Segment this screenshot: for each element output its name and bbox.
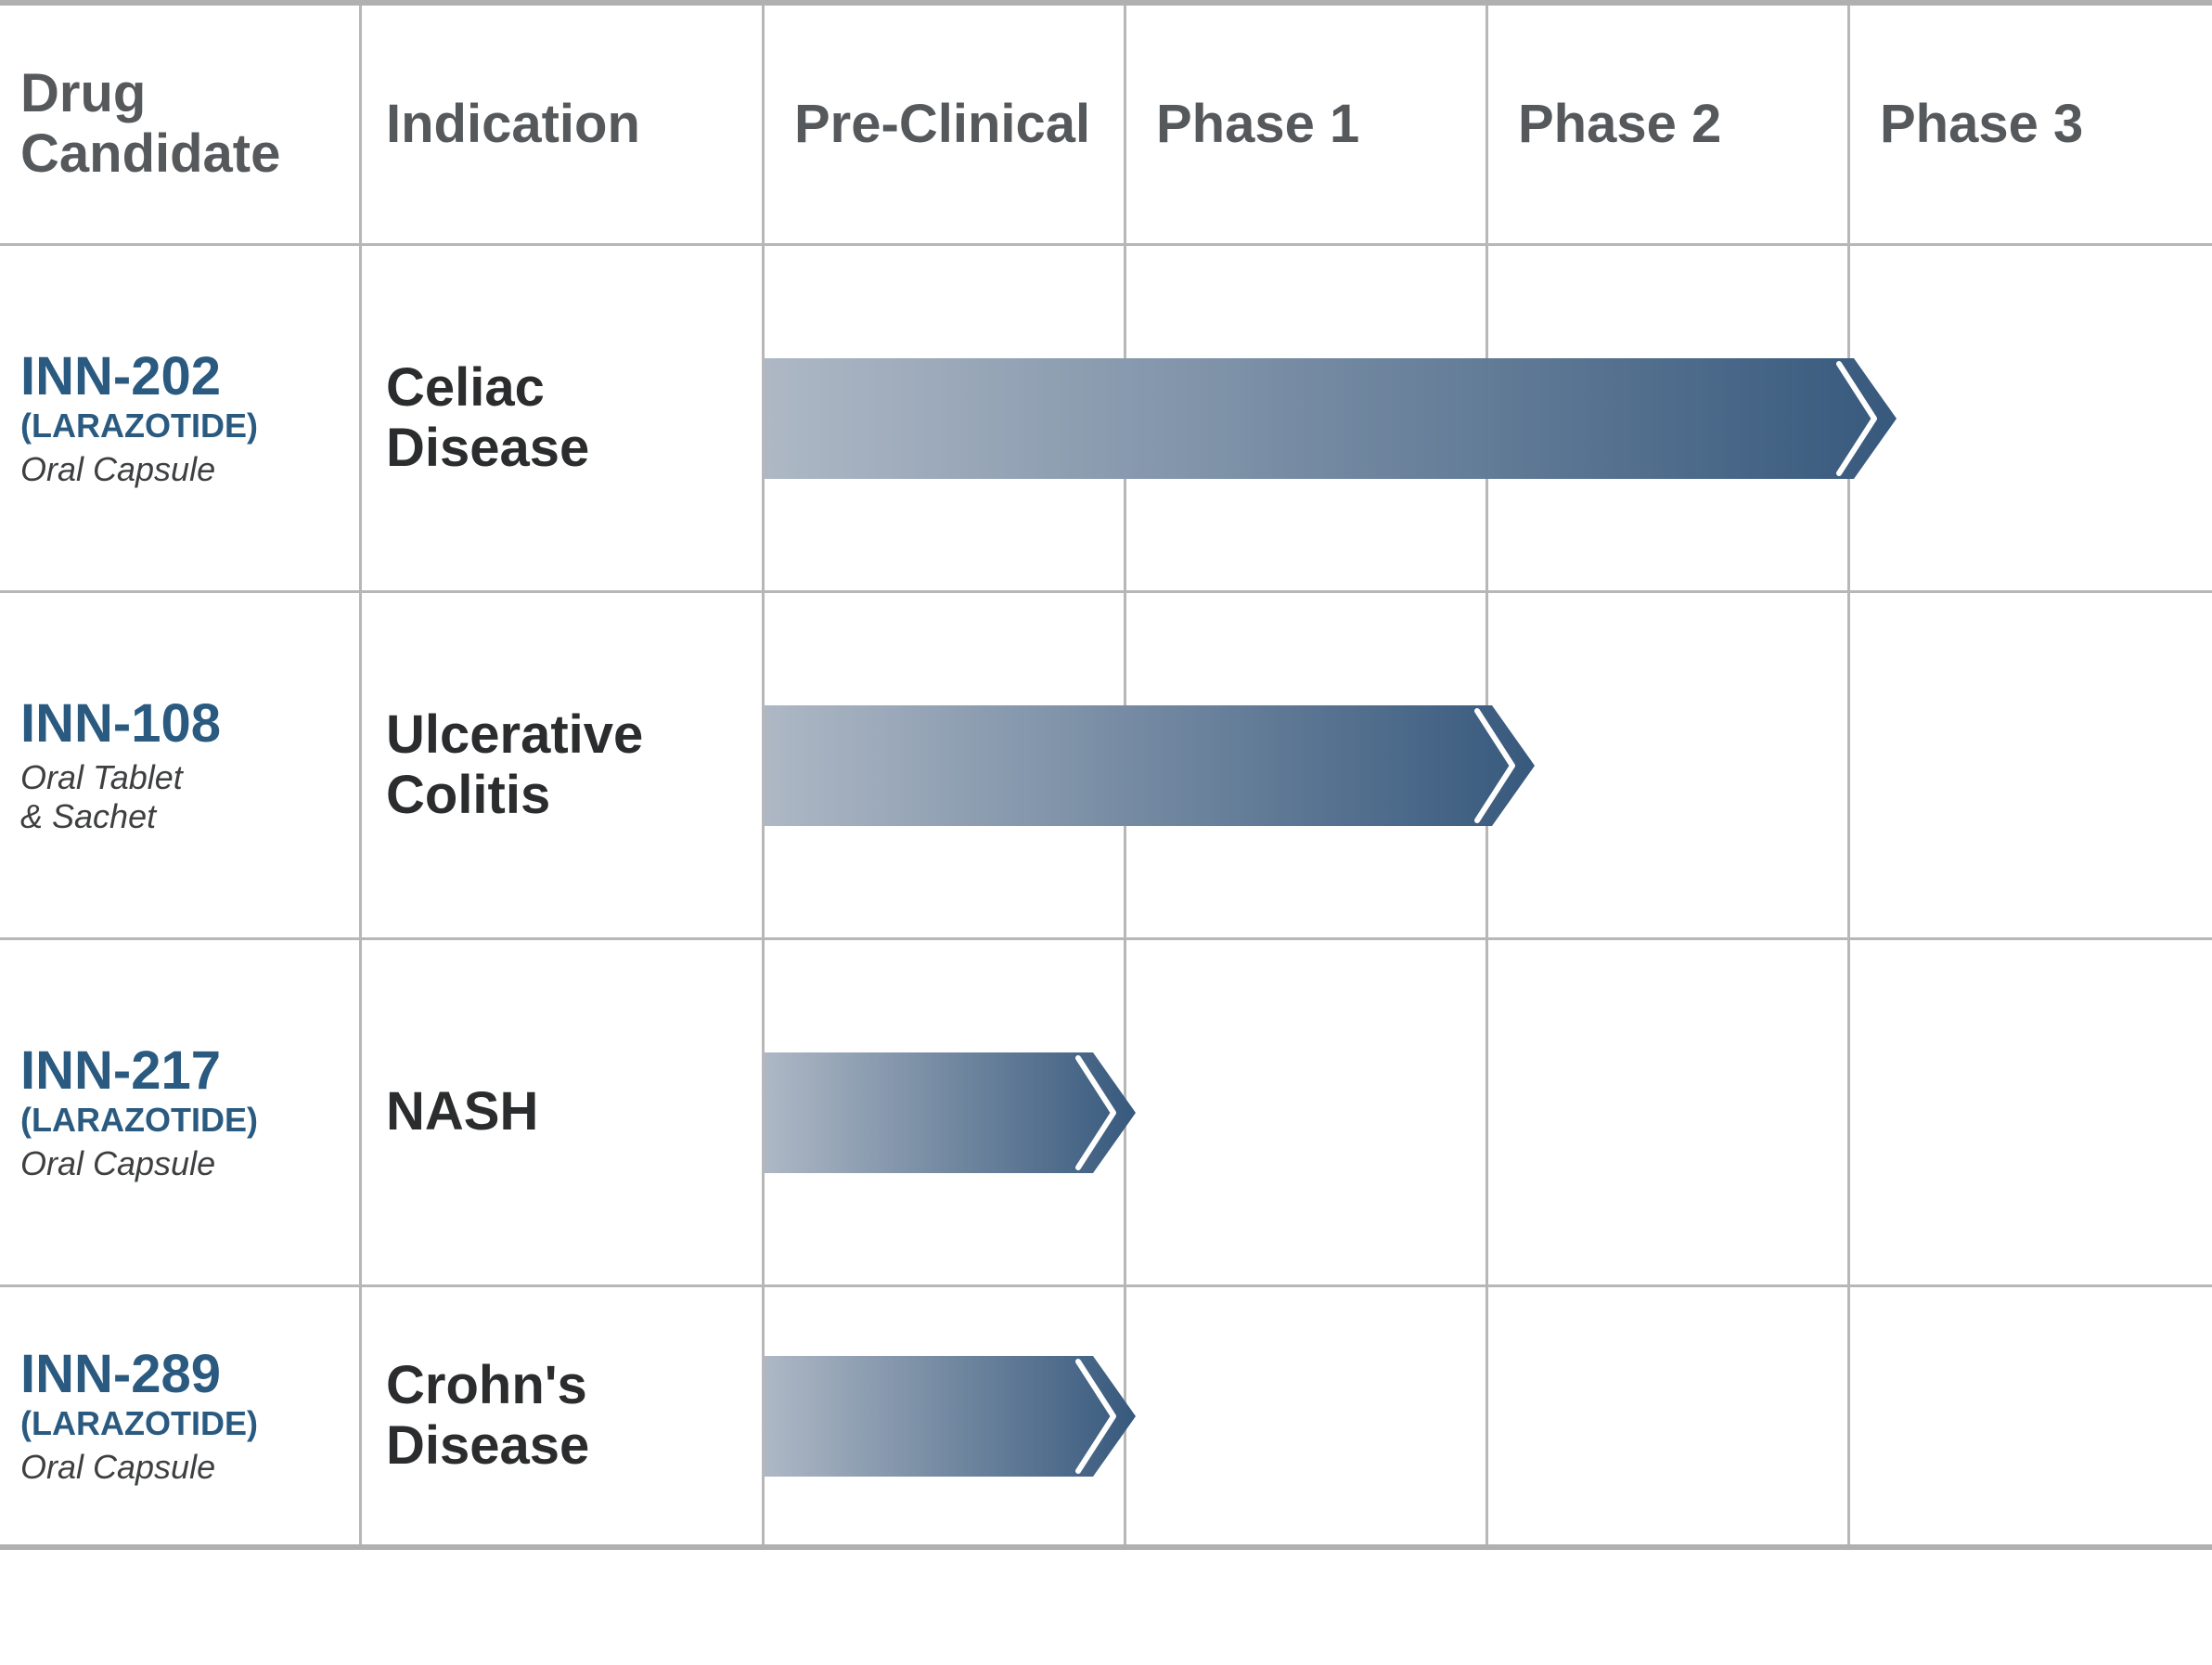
pipeline-table: DrugCandidate Indication Pre-Clinical Ph…: [0, 0, 2212, 1550]
candidate-cell: INN-289 (LARAZOTIDE) Oral Capsule: [0, 1284, 362, 1544]
candidate-cell: INN-217 (LARAZOTIDE) Oral Capsule: [0, 937, 362, 1284]
drug-form: Oral Capsule: [20, 1144, 258, 1182]
drug-form: Oral Capsule: [20, 1448, 258, 1486]
drug-subname: (LARAZOTIDE): [20, 1102, 258, 1139]
indication-cell: Crohn'sDisease: [362, 1284, 765, 1544]
header-phase-1-label: Phase 1: [1156, 95, 1359, 155]
indication-text: CeliacDisease: [386, 358, 589, 479]
progress-arrow: [765, 1356, 1136, 1477]
header-phase-1: Phase 1: [1126, 6, 1488, 243]
drug-form: Oral Capsule: [20, 450, 258, 488]
indication-text: Crohn'sDisease: [386, 1356, 589, 1477]
phase-track: [765, 243, 2212, 590]
header-phase-0: Pre-Clinical: [765, 6, 1126, 243]
progress-arrow: [765, 1052, 1136, 1173]
phase-track: [765, 1284, 2212, 1544]
indication-cell: NASH: [362, 937, 765, 1284]
candidate-cell: INN-108 Oral Tablet& Sachet: [0, 590, 362, 937]
table-row: INN-108 Oral Tablet& Sachet UlcerativeCo…: [0, 590, 2212, 937]
table-row: INN-202 (LARAZOTIDE) Oral Capsule Celiac…: [0, 243, 2212, 590]
header-row: DrugCandidate Indication Pre-Clinical Ph…: [0, 6, 2212, 243]
drug-subname: (LARAZOTIDE): [20, 407, 258, 445]
drug-subname: (LARAZOTIDE): [20, 1405, 258, 1442]
table-row: INN-217 (LARAZOTIDE) Oral Capsule NASH: [0, 937, 2212, 1284]
header-phase-3-label: Phase 3: [1880, 95, 2083, 155]
indication-cell: CeliacDisease: [362, 243, 765, 590]
indication-text: NASH: [386, 1082, 538, 1142]
drug-code: INN-217: [20, 1042, 258, 1101]
header-candidate: DrugCandidate: [0, 6, 362, 243]
indication-text: UlcerativeColitis: [386, 705, 643, 826]
drug-code: INN-289: [20, 1346, 258, 1404]
header-indication-label: Indication: [386, 95, 640, 155]
phase-track: [765, 937, 2212, 1284]
header-phase-2-label: Phase 2: [1518, 95, 1721, 155]
header-indication: Indication: [362, 6, 765, 243]
candidate-cell: INN-202 (LARAZOTIDE) Oral Capsule: [0, 243, 362, 590]
header-candidate-label: DrugCandidate: [20, 64, 280, 185]
drug-code: INN-108: [20, 695, 221, 754]
drug-form: Oral Tablet& Sachet: [20, 758, 221, 835]
phase-track: [765, 590, 2212, 937]
progress-arrow: [765, 358, 1897, 479]
header-phase-3: Phase 3: [1850, 6, 2212, 243]
drug-code: INN-202: [20, 348, 258, 407]
indication-cell: UlcerativeColitis: [362, 590, 765, 937]
table-row: INN-289 (LARAZOTIDE) Oral Capsule Crohn'…: [0, 1284, 2212, 1544]
header-phase-0-label: Pre-Clinical: [794, 95, 1090, 155]
progress-arrow: [765, 705, 1535, 826]
header-phase-2: Phase 2: [1488, 6, 1850, 243]
